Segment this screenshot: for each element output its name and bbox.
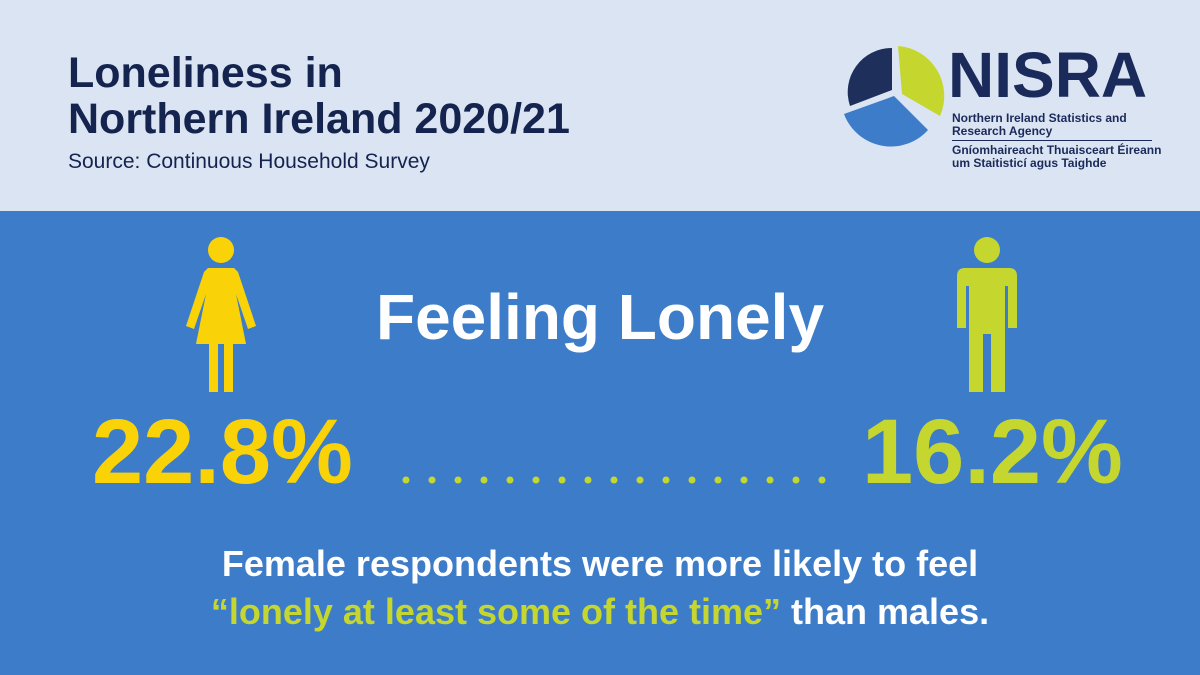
- male-person-icon: [957, 237, 1017, 392]
- caption-line-2: “lonely at least some of the time” than …: [0, 588, 1200, 636]
- title-line-2: Northern Ireland 2020/21: [68, 95, 570, 143]
- logo-divider: [952, 140, 1152, 141]
- female-percentage: 22.8%: [92, 401, 353, 503]
- header-band: Loneliness in Northern Ireland 2020/21 S…: [0, 0, 1200, 211]
- section-heading: Feeling Lonely: [375, 281, 825, 353]
- nisra-logo-mark-icon: [844, 46, 945, 147]
- logo-wordmark: NISRA: [948, 39, 1148, 111]
- logo-subtitle-irish: Gníomhaireacht Thuaisceart Éireann um St…: [952, 143, 1162, 170]
- caption-line-1: Female respondents were more likely to f…: [221, 543, 979, 584]
- male-percentage: 16.2%: [862, 401, 1123, 503]
- title-line-1: Loneliness in: [68, 49, 343, 97]
- caption-highlight: “lonely at least some of the time”: [210, 591, 782, 632]
- source-note: Source: Continuous Household Survey: [68, 150, 430, 173]
- caption: Female respondents were more likely to f…: [0, 540, 1200, 636]
- nisra-logo: NISRA Northern Ireland Statistics and Re…: [836, 40, 1166, 180]
- caption-end: than males.: [781, 591, 990, 632]
- page-title: Loneliness in Northern Ireland 2020/21: [68, 50, 570, 142]
- logo-subtitle-english: Northern Ireland Statistics and Research…: [952, 111, 1127, 138]
- dotted-divider: [402, 476, 826, 484]
- female-person-icon: [186, 237, 256, 392]
